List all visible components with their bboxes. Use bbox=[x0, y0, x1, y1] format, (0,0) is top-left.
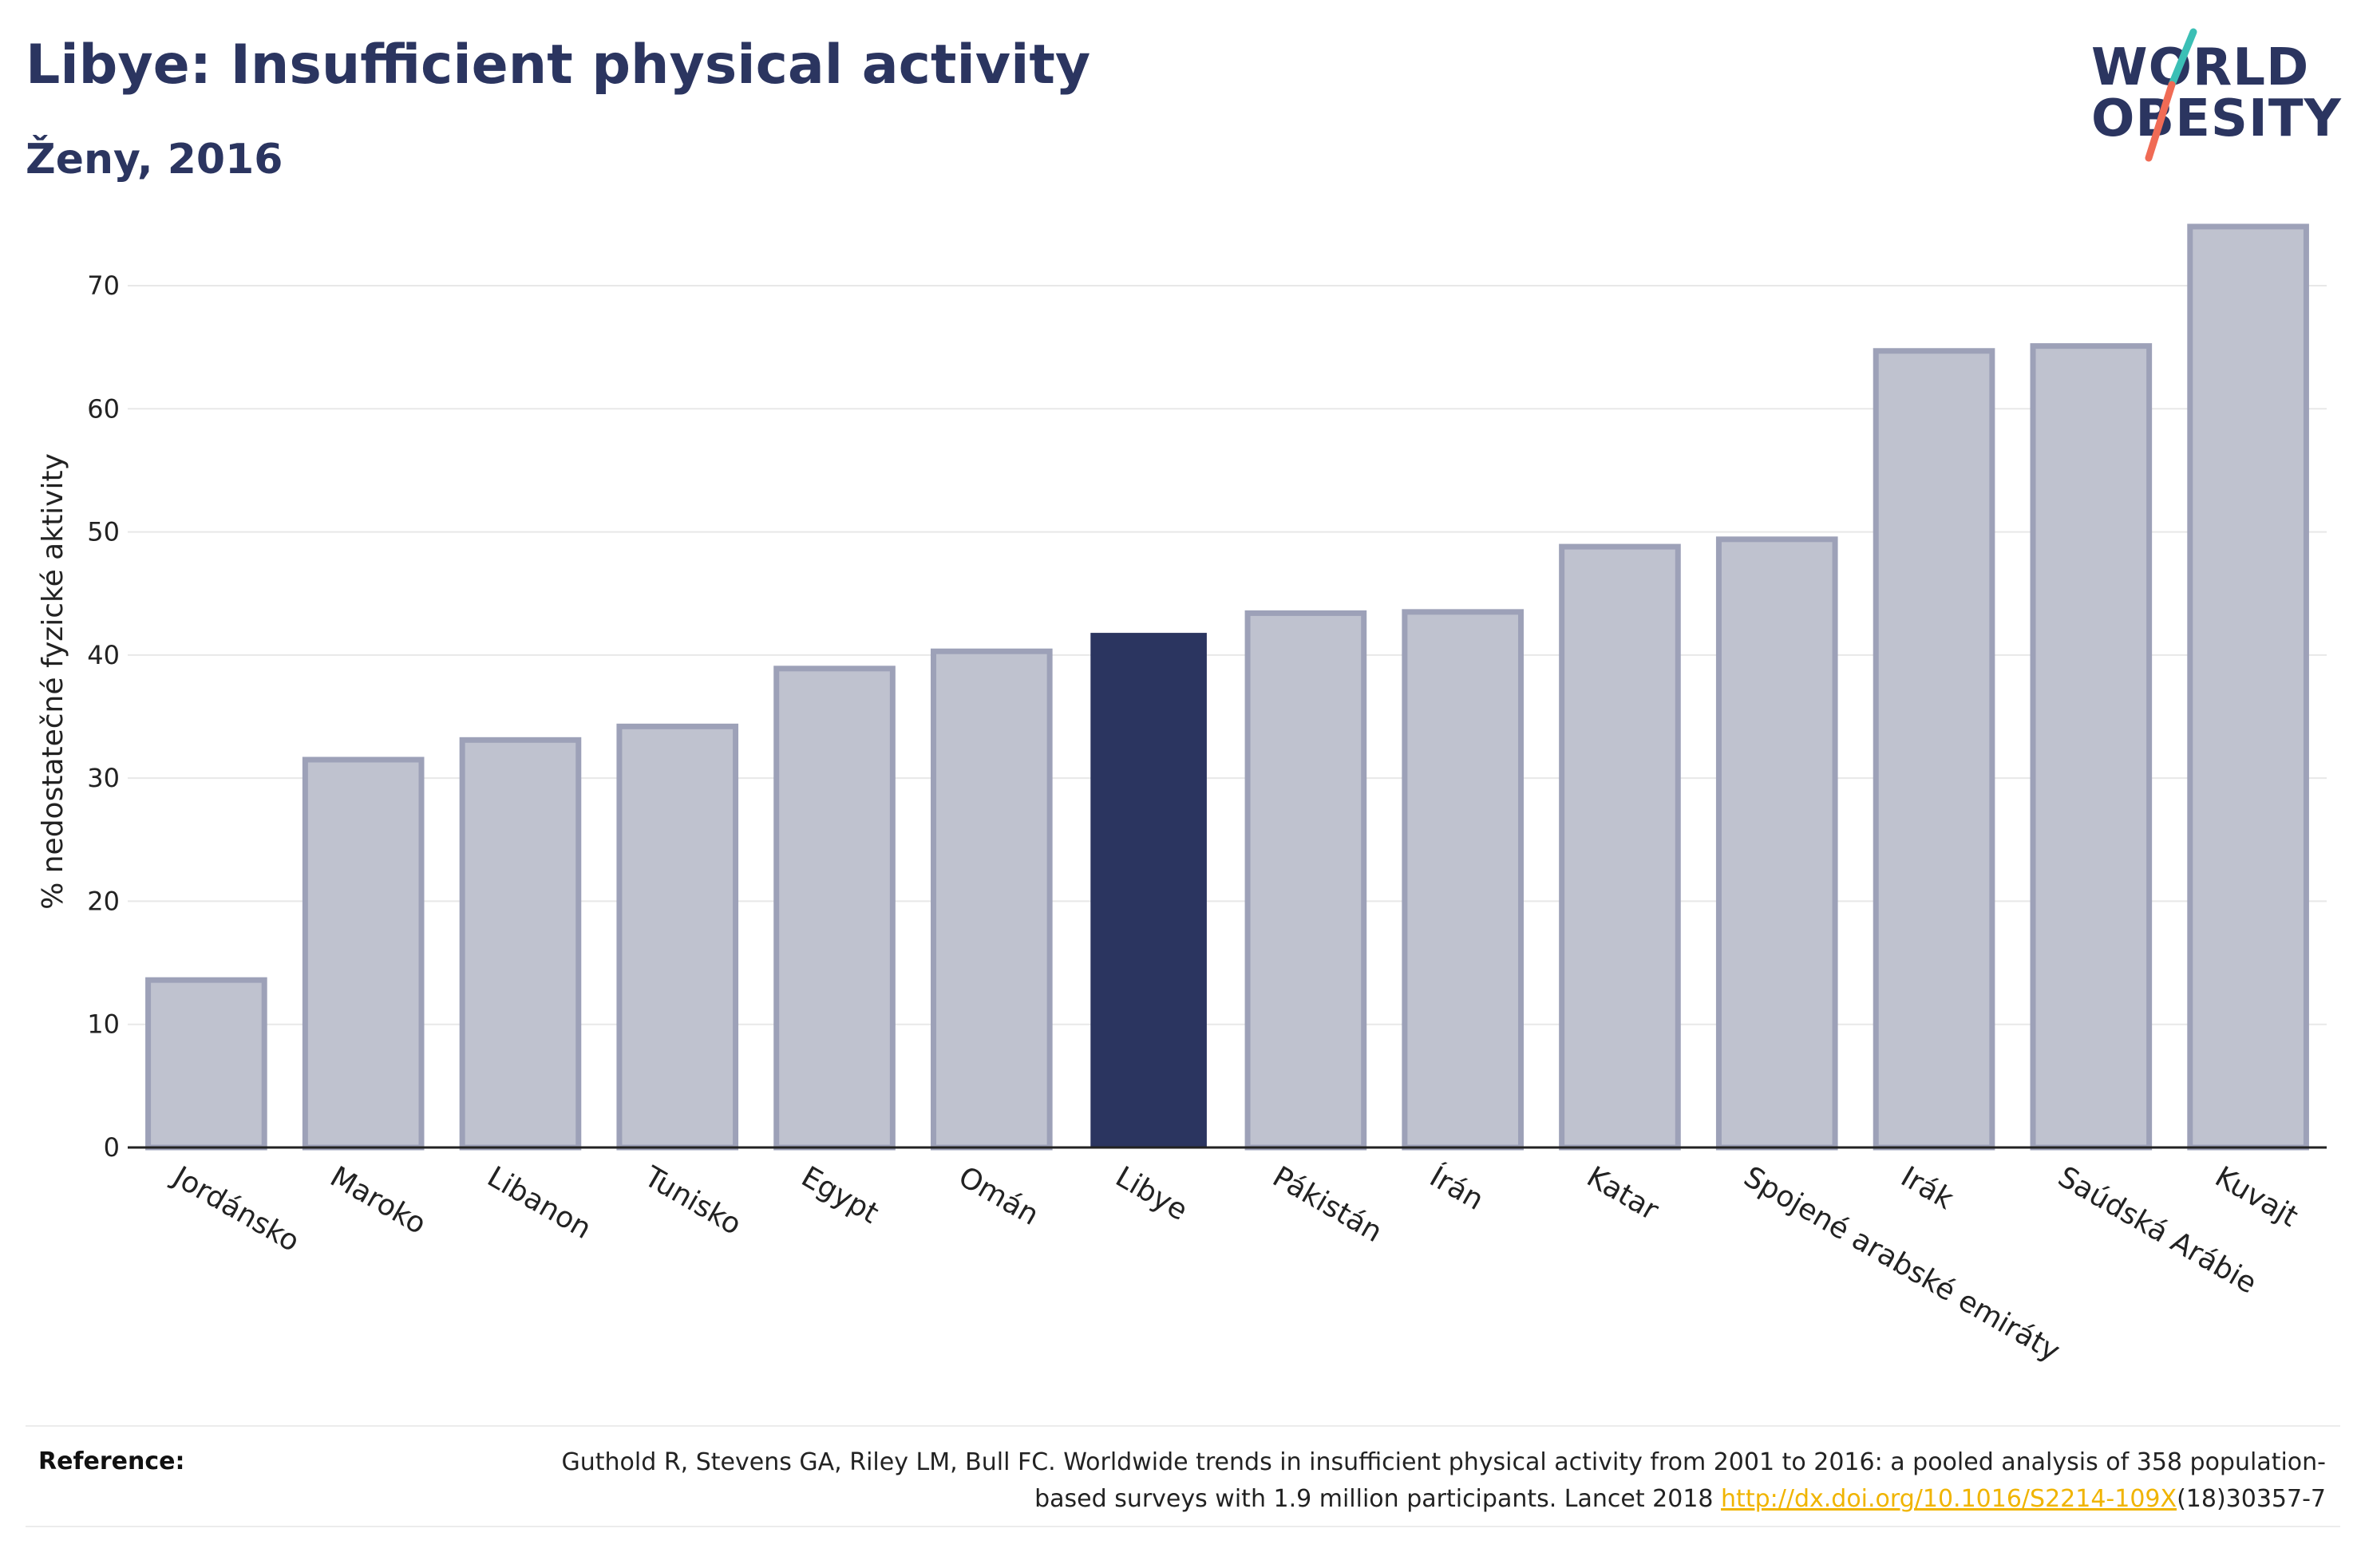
reference-link[interactable]: http://dx.doi.org/10.1016/S2214-109X bbox=[1721, 1485, 2177, 1513]
bar bbox=[1559, 543, 1681, 1151]
y-tick-label: 30 bbox=[87, 763, 120, 793]
bar bbox=[616, 723, 739, 1151]
y-tick-label: 60 bbox=[87, 393, 120, 424]
bar-chart: 0 10 20 30 40 50 60 70 % nedostatečné fyzické ak… bbox=[37, 223, 2327, 1369]
x-tick-label: Írán bbox=[1424, 1159, 1489, 1217]
bar bbox=[2187, 223, 2309, 1151]
x-tick-label: Tunisko bbox=[638, 1160, 746, 1242]
bar bbox=[459, 737, 582, 1151]
reference-divider-top bbox=[26, 1425, 2340, 1427]
x-tick-label: Libye bbox=[1110, 1160, 1193, 1227]
x-tick-label: Katar bbox=[1581, 1160, 1664, 1227]
bar bbox=[145, 977, 267, 1151]
bar bbox=[931, 648, 1053, 1151]
bar bbox=[1873, 348, 1995, 1151]
bar bbox=[1244, 610, 1367, 1151]
x-tick-label: Kuvajt bbox=[2209, 1160, 2304, 1234]
y-tick-label: 10 bbox=[87, 1009, 120, 1040]
logo-slash-icon bbox=[2145, 28, 2197, 162]
x-tick-label: Libanon bbox=[481, 1160, 596, 1246]
x-tick-label: Egypt bbox=[796, 1160, 884, 1230]
bar-highlight bbox=[1090, 633, 1207, 1147]
x-tick-label: Maroko bbox=[325, 1160, 432, 1241]
x-tick-label: Jordánsko bbox=[166, 1159, 305, 1258]
reference-suffix: (18)30357-7 bbox=[2177, 1485, 2326, 1513]
y-tick-label: 50 bbox=[87, 517, 120, 547]
reference-text: Guthold R, Stevens GA, Riley LM, Bull FC… bbox=[490, 1444, 2326, 1518]
bar bbox=[1402, 609, 1524, 1151]
y-tick-label: 40 bbox=[87, 640, 120, 670]
x-tick-label: Omán bbox=[953, 1160, 1044, 1232]
x-tick-label: Irák bbox=[1896, 1160, 1960, 1216]
logo-line-2: OBESITY bbox=[2091, 89, 2342, 148]
bar bbox=[773, 666, 896, 1151]
world-obesity-logo: WORLD OBESITY bbox=[2067, 24, 2342, 168]
reference-divider-bottom bbox=[26, 1526, 2340, 1527]
bar bbox=[302, 756, 425, 1151]
chart-title: Libye: Insufficient physical activity bbox=[26, 34, 1091, 97]
y-tick-label: 70 bbox=[87, 271, 120, 301]
y-axis-label: % nedostatečné fyzické aktivity bbox=[37, 453, 69, 910]
bar bbox=[1715, 536, 1838, 1151]
y-tick-label: 20 bbox=[87, 886, 120, 916]
y-tick-label: 0 bbox=[104, 1132, 120, 1163]
logo-line-1: WORLD bbox=[2091, 38, 2310, 97]
reference-citation: Guthold R, Stevens GA, Riley LM, Bull FC… bbox=[561, 1448, 2326, 1513]
bar bbox=[2030, 343, 2153, 1151]
reference-label: Reference: bbox=[38, 1448, 185, 1475]
x-tick-label: Pákistán bbox=[1267, 1160, 1387, 1249]
chart-subtitle: Ženy, 2016 bbox=[26, 136, 283, 184]
